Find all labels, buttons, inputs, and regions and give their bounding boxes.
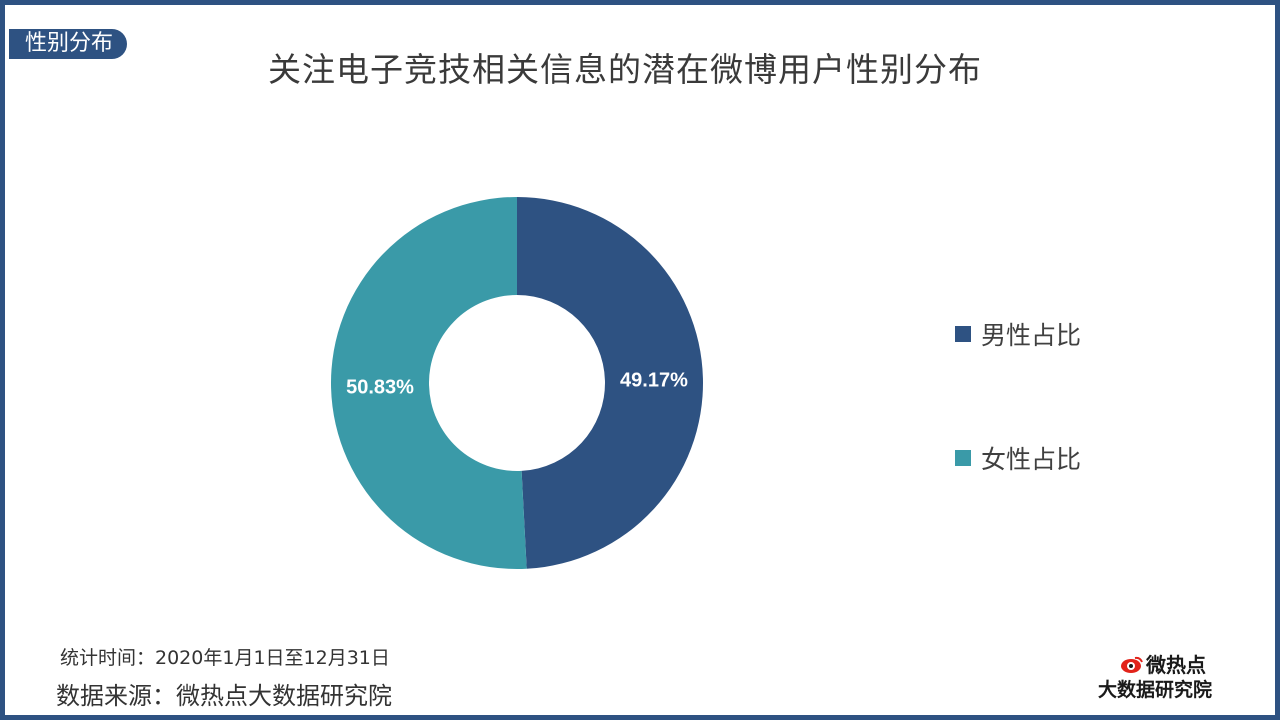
legend-item-male: 男性占比 [955, 312, 1081, 356]
data-label-male: 49.17% [620, 369, 688, 391]
legend-label-male: 男性占比 [981, 321, 1082, 350]
data-label-female: 50.83% [346, 377, 414, 399]
logo-brand-text: 微热点 [1146, 653, 1206, 677]
legend-label-female: 女性占比 [981, 445, 1082, 474]
stat-period: 统计时间：2020年1月1日至12月31日 [60, 647, 390, 669]
section-badge: 性别分布 [9, 29, 128, 59]
legend-swatch-female [955, 450, 971, 466]
legend-swatch-male [955, 326, 971, 342]
data-source: 数据来源：微热点大数据研究院 [56, 682, 392, 710]
chart-title: 关注电子竞技相关信息的潜在微博用户性别分布 [268, 50, 982, 89]
chart-legend: 男性占比 女性占比 [955, 312, 1081, 560]
eye-logo-icon [1121, 656, 1143, 673]
slice-female [331, 197, 527, 569]
logo-subtitle: 大数据研究院 [1098, 679, 1213, 701]
slice-male [517, 197, 704, 569]
weiredian-logo: 微热点 大数据研究院 [1098, 647, 1238, 703]
legend-item-female: 女性占比 [955, 436, 1081, 480]
